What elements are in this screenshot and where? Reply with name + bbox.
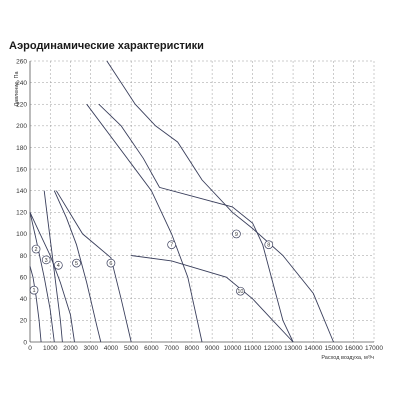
grid (30, 60, 375, 342)
series-marker-label: 9 (235, 232, 238, 238)
series-marker-2: 2 (31, 244, 41, 254)
y-tick-label: 140 (16, 188, 27, 195)
series-marker-label: 7 (170, 243, 173, 249)
series-marker-label: 3 (45, 258, 48, 264)
series-marker-circle (41, 255, 51, 265)
series-marker-label: 4 (57, 263, 60, 269)
series-marker-label: 8 (267, 243, 270, 249)
y-tick-label: 220 (16, 102, 27, 109)
series-marker-circle (232, 229, 241, 239)
series-marker-circle (72, 258, 81, 268)
axes: Давление, Па Расход воздуха, м³/ч 0 1000 2… (14, 58, 383, 361)
series-line-8 (106, 60, 334, 343)
x-tick-label: 8000 (185, 345, 200, 352)
series-line-7 (86, 103, 203, 343)
x-tick-label: 13000 (284, 345, 302, 352)
y-tick-label: 20 (20, 318, 28, 325)
series-marker-circle (106, 258, 116, 268)
x-axis-label: Расход воздуха, м³/ч (321, 355, 374, 361)
x-tick-label: 5000 (124, 345, 139, 352)
series-marker-circle (53, 260, 63, 270)
series-marker-label: 1 (33, 288, 36, 294)
x-tick-label: 4000 (104, 345, 119, 352)
y-tick-label: 0 (23, 339, 27, 346)
series-marker-1: 1 (29, 285, 39, 295)
x-tick-label: 10000 (223, 345, 241, 352)
x-tick-label: 15000 (324, 345, 342, 352)
y-tick-label: 120 (16, 210, 27, 217)
x-tick-label: 7000 (164, 345, 179, 352)
series-marker-6: 6 (106, 258, 116, 268)
chart-title: Аэродинамические характеристики (9, 40, 204, 52)
y-tick-label: 80 (20, 253, 28, 260)
series-line-1 (29, 266, 42, 343)
series-marker-circle (236, 286, 245, 296)
x-tick-label: 9000 (205, 345, 220, 352)
series-marker-5: 5 (72, 258, 81, 268)
series-marker-circle (264, 240, 274, 250)
x-tick-label: 0 (28, 345, 32, 352)
series-marker-4: 4 (53, 260, 63, 270)
x-tick-label: 17000 (365, 345, 383, 352)
series-marker-8: 8 (264, 240, 274, 250)
series-marker-label: 6 (109, 261, 112, 267)
x-tick-label: 11000 (244, 345, 262, 352)
series-marker-circle (29, 285, 39, 295)
y-tick-label: 60 (20, 274, 28, 281)
series-markers: 1 2 3 4 5 6 7 8 9 10 (29, 229, 274, 296)
y-tick-label: 100 (16, 231, 27, 238)
y-tick-label: 40 (20, 296, 28, 303)
series-group (29, 60, 334, 343)
y-tick-label: 240 (16, 80, 27, 87)
series-line-2 (29, 212, 55, 343)
series-marker-label: 5 (75, 261, 78, 267)
series-marker-label: 10 (237, 289, 243, 295)
x-tick-label: 16000 (345, 345, 363, 352)
series-marker-circle (31, 244, 41, 254)
x-tick-label: 6000 (144, 345, 159, 352)
series-marker-7: 7 (167, 240, 176, 250)
y-tick-label: 180 (16, 145, 27, 152)
series-line-4 (29, 212, 75, 343)
y-axis-label: Давление, Па (14, 71, 20, 107)
x-tick-label: 14000 (304, 345, 322, 352)
x-tick-label: 2000 (63, 345, 78, 352)
x-tick-label: 12000 (264, 345, 282, 352)
series-line-3 (43, 190, 63, 343)
series-marker-circle (167, 240, 176, 250)
series-line-6 (55, 190, 132, 343)
series-marker-3: 3 (41, 255, 51, 265)
series-marker-9: 9 (232, 229, 241, 239)
series-line-9 (98, 103, 294, 343)
y-tick-label: 200 (16, 123, 27, 130)
series-marker-10: 10 (236, 286, 245, 296)
series-line-5 (53, 190, 102, 343)
x-tick-label: 3000 (83, 345, 98, 352)
y-tick-label: 160 (16, 166, 27, 173)
y-tick-label: 260 (16, 58, 27, 65)
series-marker-label: 2 (35, 247, 38, 253)
x-tick-label: 1000 (43, 345, 58, 352)
